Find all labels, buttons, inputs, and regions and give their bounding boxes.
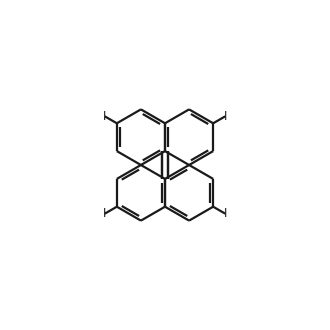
Text: I: I <box>223 110 227 123</box>
Text: I: I <box>223 207 227 220</box>
Text: I: I <box>103 207 107 220</box>
Text: I: I <box>103 110 107 123</box>
